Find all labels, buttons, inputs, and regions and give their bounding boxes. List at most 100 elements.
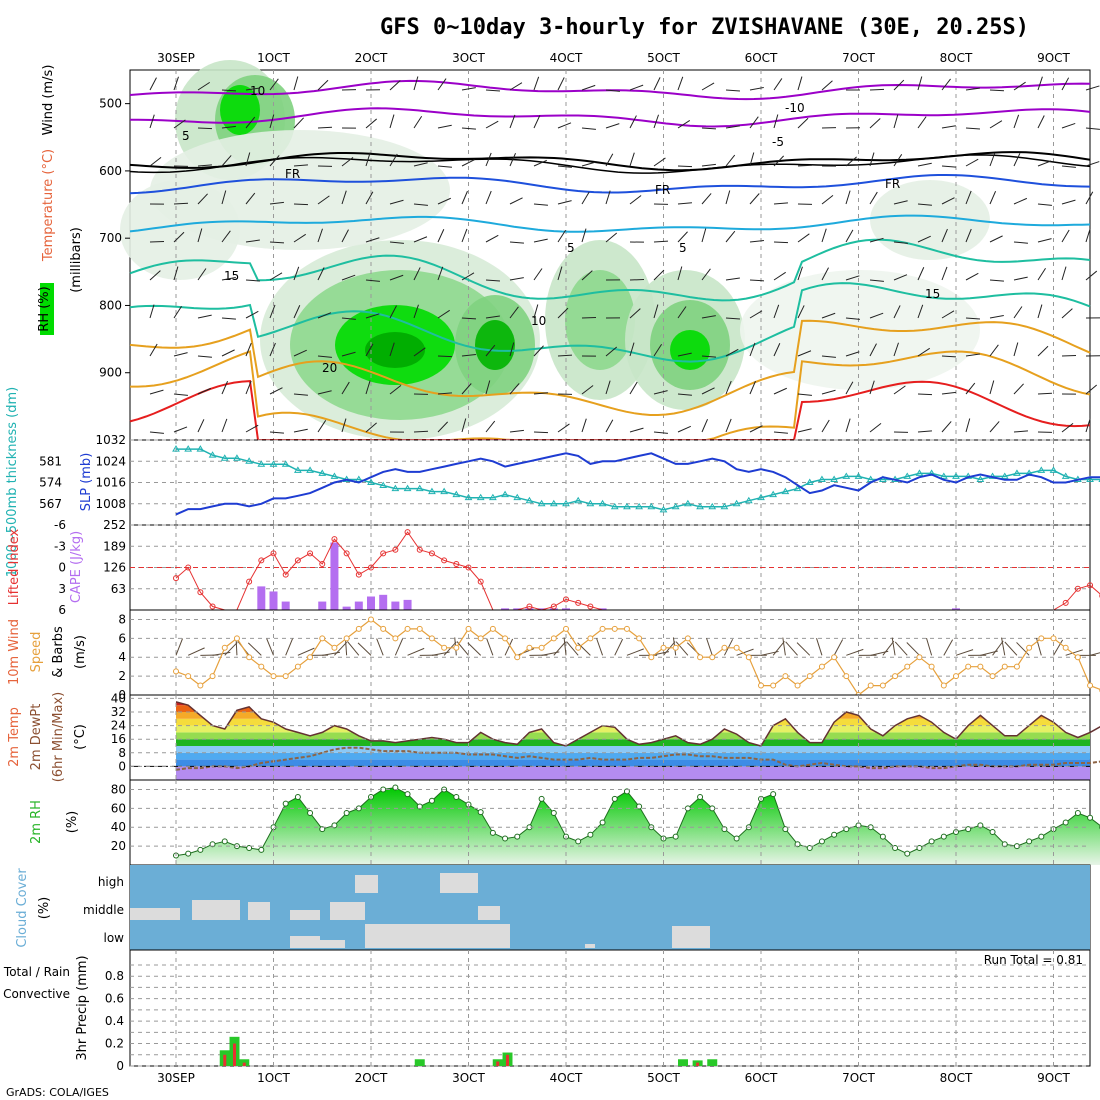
- precip-tick-label: 0.8: [105, 969, 124, 983]
- wind-barb: [917, 76, 923, 91]
- thickness-point: [488, 493, 497, 501]
- wind-barb: [701, 268, 711, 281]
- wind-speed-point: [916, 654, 923, 661]
- thickness-point: [757, 493, 765, 501]
- thickness-point: [830, 475, 839, 482]
- thickness-point: [415, 484, 424, 492]
- wind-barb: [965, 272, 979, 281]
- wind-barb: [461, 353, 476, 357]
- wind-barb: [317, 420, 327, 433]
- temperature-contour: [129, 319, 1091, 416]
- temp-band: [176, 746, 1090, 753]
- wind-barb: [869, 152, 875, 167]
- wind-speed-point: [611, 625, 618, 632]
- wind-speed-point: [684, 635, 691, 642]
- wind-barb: [413, 203, 428, 206]
- wind-barb: [437, 392, 452, 395]
- rh-point: [1026, 838, 1033, 845]
- wind-barb: [653, 431, 668, 434]
- thickness-point: [708, 502, 717, 510]
- thickness-point: [976, 475, 985, 482]
- wind-barb: [533, 159, 548, 167]
- wind-barb: [1061, 165, 1076, 168]
- rh-legend-label: RH (%): [37, 286, 52, 331]
- thickness-point: [854, 472, 863, 479]
- wind-barb: [293, 305, 301, 319]
- wind-barb: [389, 114, 395, 129]
- cape-bar: [379, 594, 388, 610]
- wind-tick-label: 2: [118, 669, 126, 683]
- wind-barb: [941, 355, 957, 358]
- cape-bar: [513, 608, 522, 610]
- contour-label: FR: [655, 183, 670, 197]
- wind-barb: [317, 390, 332, 395]
- wind-speed-point: [733, 644, 740, 651]
- thickness-point: [769, 490, 778, 498]
- wind-barb: [749, 310, 763, 319]
- wind-barb: [845, 229, 854, 243]
- wind-barb: [1061, 266, 1067, 281]
- temp-tick-label: 40: [111, 691, 126, 705]
- lifted-point: [380, 550, 387, 557]
- wind-barb: [389, 384, 402, 395]
- wind-speed-point: [1062, 644, 1069, 651]
- wind-barb: [509, 306, 519, 319]
- wind-barb: [245, 192, 256, 205]
- bottom-date-tick: 5OCT: [647, 1071, 680, 1085]
- lifted-point: [173, 575, 179, 582]
- wind-barb: [917, 430, 932, 433]
- top-date-tick: 6OCT: [745, 51, 778, 65]
- contour-label: 20: [322, 361, 337, 375]
- thickness-point: [842, 472, 851, 479]
- lifted-point: [209, 603, 216, 610]
- lifted-point: [392, 546, 399, 553]
- wind-speed-point: [794, 682, 801, 689]
- wind-barb: [509, 152, 517, 167]
- wind-barb: [504, 638, 514, 656]
- wind-speed-point: [233, 635, 240, 642]
- wind-barb: [1085, 228, 1091, 243]
- wind-barb: [173, 352, 188, 357]
- cape-bar: [952, 608, 960, 610]
- wind-barb: [533, 115, 541, 129]
- wind-barb: [557, 266, 563, 281]
- wind-barb: [1037, 238, 1052, 243]
- wind-barb: [701, 228, 707, 243]
- contour-label: 15: [224, 269, 239, 283]
- wind-barb: [845, 190, 851, 205]
- wind-barb: [1037, 76, 1043, 91]
- cloud-axis-label-2: (%): [37, 897, 52, 920]
- wind-barb: [581, 385, 594, 395]
- precip-panel-frame: [129, 949, 1091, 1067]
- wind-barb: [797, 266, 803, 281]
- wind-barb: [605, 419, 614, 433]
- wind-speed-point: [392, 635, 399, 642]
- cape-bar: [342, 606, 351, 610]
- wind-barb: [1037, 304, 1043, 319]
- wind-barb: [581, 127, 596, 130]
- slp-tick-label: 1024: [95, 454, 126, 468]
- wind-speed-point: [185, 673, 192, 680]
- wind-barb: [581, 161, 596, 167]
- wind-barb: [149, 389, 164, 395]
- lifted-point: [1062, 599, 1069, 606]
- thickness-axis-label: 1000~500mb thickness (dm): [5, 387, 20, 577]
- wind-barb: [869, 237, 884, 243]
- top-date-tick: 7OCT: [842, 51, 875, 65]
- wind-barb: [965, 228, 972, 243]
- wind-speed-point: [977, 663, 984, 670]
- wind-barb: [437, 266, 444, 281]
- wind-speed-point: [843, 673, 850, 680]
- rh-point: [1087, 814, 1094, 821]
- wind-speed-point: [477, 635, 484, 642]
- temp-tick-label: 8: [118, 746, 126, 760]
- top-date-tick: 30SEP: [157, 51, 195, 65]
- wind-speed-point: [502, 635, 509, 642]
- wind-barb: [461, 127, 476, 130]
- thickness-point: [208, 451, 217, 458]
- wind-barb: [629, 381, 638, 395]
- cloud-high-label: high: [98, 875, 124, 889]
- wind-barb: [869, 312, 884, 319]
- wind-barb: [1001, 637, 1006, 656]
